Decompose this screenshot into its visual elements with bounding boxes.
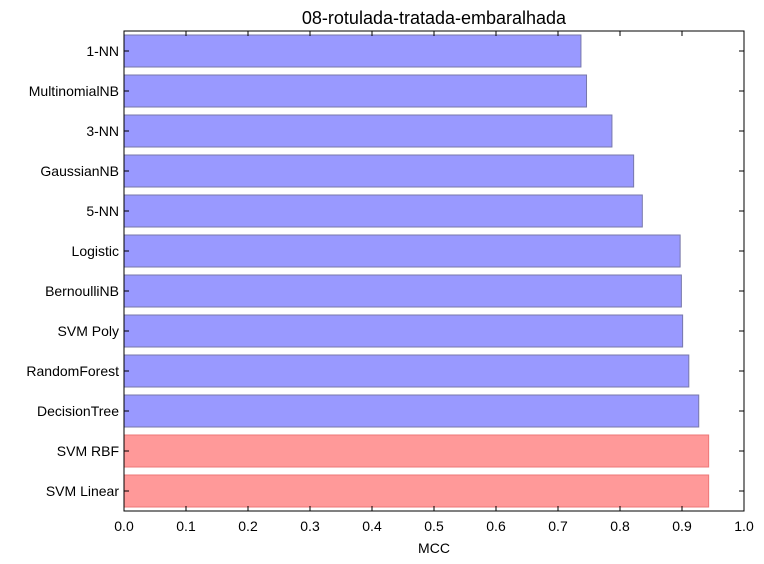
y-tick-label: MultinomialNB [29,83,119,99]
bar-multinomialnb [123,74,588,108]
x-tick-label: 0.1 [176,518,196,534]
bar-svm-linear [123,474,710,508]
plot-frame [123,30,745,512]
y-tick-label: 3-NN [86,123,119,139]
x-tick-label: 0.7 [548,518,568,534]
x-tick-label: 1.0 [734,518,754,534]
bar-logistic [123,234,681,268]
bar-svm-rbf [123,434,710,468]
bar-5-nn [123,194,643,228]
y-tick-label: SVM Poly [58,323,119,339]
x-tick-label: 0.4 [362,518,382,534]
y-tick-label: Logistic [72,243,119,259]
bar-svm-poly [123,314,684,348]
y-tick-label: SVM Linear [46,483,119,499]
ticks-layer: 1-NN MultinomialNB 3-NN GaussianNB 5-NN Logis… [26,31,754,534]
x-tick-label: 0.0 [114,518,134,534]
bar-1-nn [123,34,582,68]
bar-gaussiannb [123,154,635,188]
bar-bernoullinb [123,274,682,308]
x-axis-label: MCC [418,540,450,556]
chart-title: 08-rotulada-tratada-embaralhada [302,8,567,28]
y-tick-label: 1-NN [86,43,119,59]
y-tick-label: 5-NN [86,203,119,219]
y-tick-label: GaussianNB [40,163,119,179]
bar-randomforest [123,354,690,388]
x-tick-label: 0.5 [424,518,444,534]
bars-layer [123,34,710,508]
x-tick-label: 0.9 [672,518,692,534]
bar-3-nn [123,114,613,148]
x-tick-label: 0.3 [300,518,320,534]
x-tick-label: 0.8 [610,518,630,534]
y-tick-label: BernoulliNB [45,283,119,299]
y-tick-label: RandomForest [26,363,119,379]
x-tick-label: 0.2 [238,518,258,534]
y-tick-label: DecisionTree [37,403,119,419]
bar-decisiontree [123,394,700,428]
x-tick-label: 0.6 [486,518,506,534]
y-tick-label: SVM RBF [57,443,119,459]
